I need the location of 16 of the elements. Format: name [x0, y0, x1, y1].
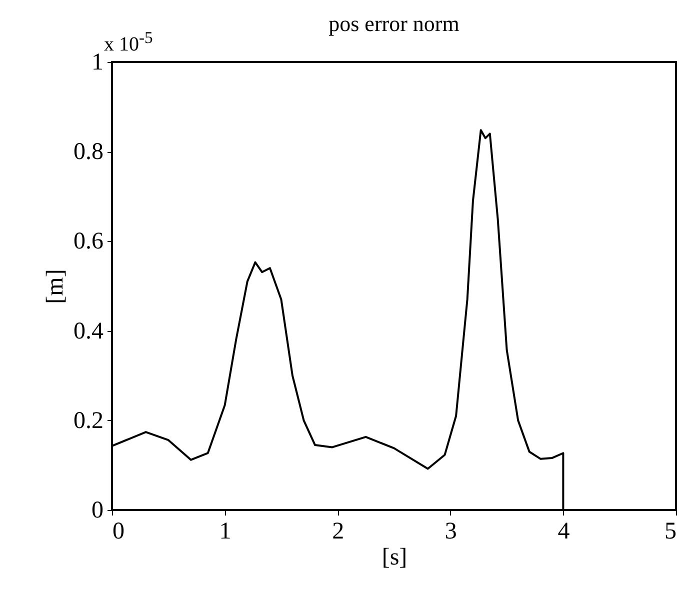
y-tick-label: 0.4 [74, 318, 104, 344]
y-tick-label: 1 [92, 50, 104, 76]
y-tick-label: 0 [92, 498, 104, 524]
x-tick-label: 1 [219, 518, 232, 544]
chart-title: pos error norm [328, 11, 460, 36]
x-tick-label: 2 [332, 518, 344, 544]
x-tick-label: 4 [558, 518, 570, 544]
x-tick-label: 5 [664, 518, 676, 544]
text: x 10$^{-5}$ [104, 28, 153, 57]
y-tick-label: 0.6 [74, 228, 104, 255]
y-tick-label: 0.8 [74, 139, 104, 166]
y-axis-title: [m] [42, 269, 68, 304]
x-tick-label: 0 [112, 518, 124, 544]
y-tick-label: 0.2 [74, 408, 104, 434]
x-tick-label: 3 [444, 518, 457, 544]
x-axis-title: [s] [382, 544, 408, 570]
